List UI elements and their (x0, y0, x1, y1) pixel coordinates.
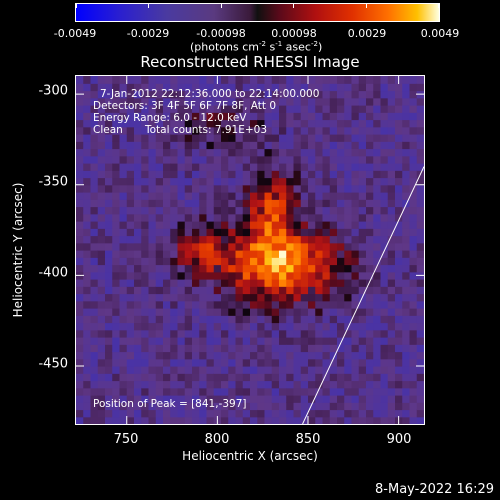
energy-range-annotation: Energy Range: 6.0 - 12.0 keV (93, 112, 247, 124)
colorbar-tick-label: -0.0029 (126, 27, 170, 40)
plot-timestamp: 8-May-2022 16:29 (375, 482, 494, 497)
colorbar-tick-label: -0.00098 (196, 27, 246, 40)
peak-position-annotation: Position of Peak = [841,-397] (93, 398, 247, 410)
time-range-annotation: 7-Jan-2012 22:12:36.000 to 22:14:00.000 (100, 88, 320, 100)
plot-area (75, 75, 425, 425)
limb-line (302, 166, 424, 424)
y-tick-label: -300 (38, 83, 68, 99)
colorbar-unit-label: (photons cm-2 s-1 asec-2) (190, 40, 323, 54)
x-tick-label: 800 (204, 432, 230, 447)
detectors-annotation: Detectors: 3F 4F 5F 6F 7F 8F, Att 0 (93, 100, 277, 112)
y-axis-title: Heliocentric Y (arcsec) (11, 182, 25, 318)
colorbar-tick-label: -0.0049 (53, 27, 97, 40)
x-axis-title: Heliocentric X (arcsec) (182, 449, 318, 463)
total-counts-annotation: Total counts: 7.91E+03 (145, 124, 268, 136)
chart-title: Reconstructed RHESSI Image (140, 53, 360, 71)
colorbar-tick-label: 0.00098 (271, 27, 317, 40)
y-tick-label: -400 (38, 265, 68, 281)
y-tick-label: -350 (38, 174, 68, 190)
clean-annotation: Clean (93, 124, 123, 136)
heatmap-image (76, 76, 424, 424)
colorbar-tick-label: 0.0029 (347, 27, 387, 40)
y-tick-label: -450 (38, 356, 68, 372)
colorbar (75, 3, 440, 22)
x-tick-label: 900 (386, 432, 412, 447)
x-tick-label: 750 (113, 432, 139, 447)
x-tick-label: 850 (295, 432, 321, 447)
colorbar-tick-label: 0.0049 (420, 27, 460, 40)
